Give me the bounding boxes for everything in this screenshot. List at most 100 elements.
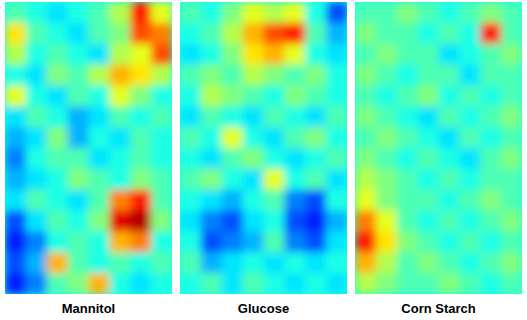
heatmap-cell bbox=[243, 44, 264, 65]
heatmap-cell bbox=[180, 231, 201, 252]
heatmap-cell bbox=[26, 85, 47, 106]
heatmap-cell bbox=[151, 2, 172, 23]
heatmap-cell bbox=[480, 85, 501, 106]
heatmap-cell bbox=[284, 273, 305, 294]
heatmap-cell bbox=[501, 106, 522, 127]
heatmap-cell bbox=[376, 190, 397, 211]
heatmap-cell bbox=[89, 211, 110, 232]
heatmap-cell bbox=[47, 65, 68, 86]
heatmap-cell bbox=[5, 2, 26, 23]
heatmap-cell bbox=[26, 23, 47, 44]
heatmap-cell bbox=[355, 127, 376, 148]
heatmap-cell bbox=[418, 127, 439, 148]
heatmap-cell bbox=[68, 190, 89, 211]
heatmap-cell bbox=[201, 211, 222, 232]
heatmap-cell bbox=[180, 190, 201, 211]
heatmap-cell bbox=[47, 273, 68, 294]
heatmap-cells bbox=[180, 2, 347, 294]
heatmap-cell bbox=[459, 190, 480, 211]
heatmap-cell bbox=[5, 231, 26, 252]
heatmap-cell bbox=[47, 44, 68, 65]
heatmap-cell bbox=[326, 44, 347, 65]
heatmap-cell bbox=[418, 2, 439, 23]
heatmap-cell bbox=[180, 85, 201, 106]
heatmap-cell bbox=[264, 169, 285, 190]
heatmap-cell bbox=[355, 190, 376, 211]
heatmap-cell bbox=[26, 211, 47, 232]
heatmap-cell bbox=[68, 23, 89, 44]
heatmap-cell bbox=[109, 65, 130, 86]
heatmap-cell bbox=[284, 2, 305, 23]
heatmap-panel bbox=[5, 2, 172, 294]
heatmap-cell bbox=[222, 169, 243, 190]
heatmap-cell bbox=[284, 85, 305, 106]
heatmap-cell bbox=[355, 252, 376, 273]
heatmap-cell bbox=[201, 2, 222, 23]
heatmap-cell bbox=[480, 2, 501, 23]
heatmap-cell bbox=[501, 23, 522, 44]
heatmap-cell bbox=[326, 127, 347, 148]
heatmap-cell bbox=[284, 169, 305, 190]
heatmap-cell bbox=[355, 106, 376, 127]
heatmap-cell bbox=[180, 65, 201, 86]
heatmap-cell bbox=[501, 190, 522, 211]
heatmap-cell bbox=[459, 106, 480, 127]
heatmap-cell bbox=[222, 127, 243, 148]
heatmap-cell bbox=[201, 106, 222, 127]
heatmap-cell bbox=[130, 106, 151, 127]
heatmap-cell bbox=[284, 211, 305, 232]
heatmap-cell bbox=[47, 148, 68, 169]
heatmap-cell bbox=[459, 65, 480, 86]
figure: MannitolGlucoseCorn Starch bbox=[0, 0, 527, 320]
heatmap-cell bbox=[222, 44, 243, 65]
heatmap-cell bbox=[5, 273, 26, 294]
heatmap-cell bbox=[501, 169, 522, 190]
heatmap-cell bbox=[418, 85, 439, 106]
heatmap-cell bbox=[418, 148, 439, 169]
heatmap-cell bbox=[376, 169, 397, 190]
heatmap-cell bbox=[130, 127, 151, 148]
heatmap-cell bbox=[243, 252, 264, 273]
heatmap-cell bbox=[326, 252, 347, 273]
heatmap-cell bbox=[326, 23, 347, 44]
heatmap-cell bbox=[305, 65, 326, 86]
heatmap-cell bbox=[68, 65, 89, 86]
heatmap-cell bbox=[305, 85, 326, 106]
heatmap-cell bbox=[180, 148, 201, 169]
heatmap-cell bbox=[284, 127, 305, 148]
heatmap-cell bbox=[305, 211, 326, 232]
heatmap-cell bbox=[501, 231, 522, 252]
heatmap-cell bbox=[305, 169, 326, 190]
heatmap-cell bbox=[264, 65, 285, 86]
heatmap-cell bbox=[89, 148, 110, 169]
heatmap-cell bbox=[68, 106, 89, 127]
heatmap-cell bbox=[222, 148, 243, 169]
heatmap-cell bbox=[151, 169, 172, 190]
heatmap-cell bbox=[47, 211, 68, 232]
heatmap-cell bbox=[480, 190, 501, 211]
heatmap-cell bbox=[459, 211, 480, 232]
heatmap-cell bbox=[130, 23, 151, 44]
heatmap-cell bbox=[89, 2, 110, 23]
heatmap-cell bbox=[480, 23, 501, 44]
heatmap-cell bbox=[305, 44, 326, 65]
heatmap-cell bbox=[305, 106, 326, 127]
heatmap-cell bbox=[26, 190, 47, 211]
heatmap-cell bbox=[305, 190, 326, 211]
heatmap-cell bbox=[439, 2, 460, 23]
heatmap-cell bbox=[151, 148, 172, 169]
heatmap-cell bbox=[151, 211, 172, 232]
heatmap-cell bbox=[284, 231, 305, 252]
heatmap-cell bbox=[355, 231, 376, 252]
panel-ground bbox=[5, 2, 172, 294]
heatmap-cell bbox=[201, 148, 222, 169]
heatmap-cell bbox=[397, 85, 418, 106]
heatmap-cell bbox=[89, 169, 110, 190]
heatmap-cell bbox=[47, 85, 68, 106]
heatmap-cell bbox=[397, 169, 418, 190]
heatmap-cell bbox=[459, 2, 480, 23]
heatmap-cell bbox=[501, 127, 522, 148]
heatmap-cell bbox=[180, 23, 201, 44]
heatmap-cell bbox=[89, 127, 110, 148]
heatmap-cell bbox=[243, 2, 264, 23]
